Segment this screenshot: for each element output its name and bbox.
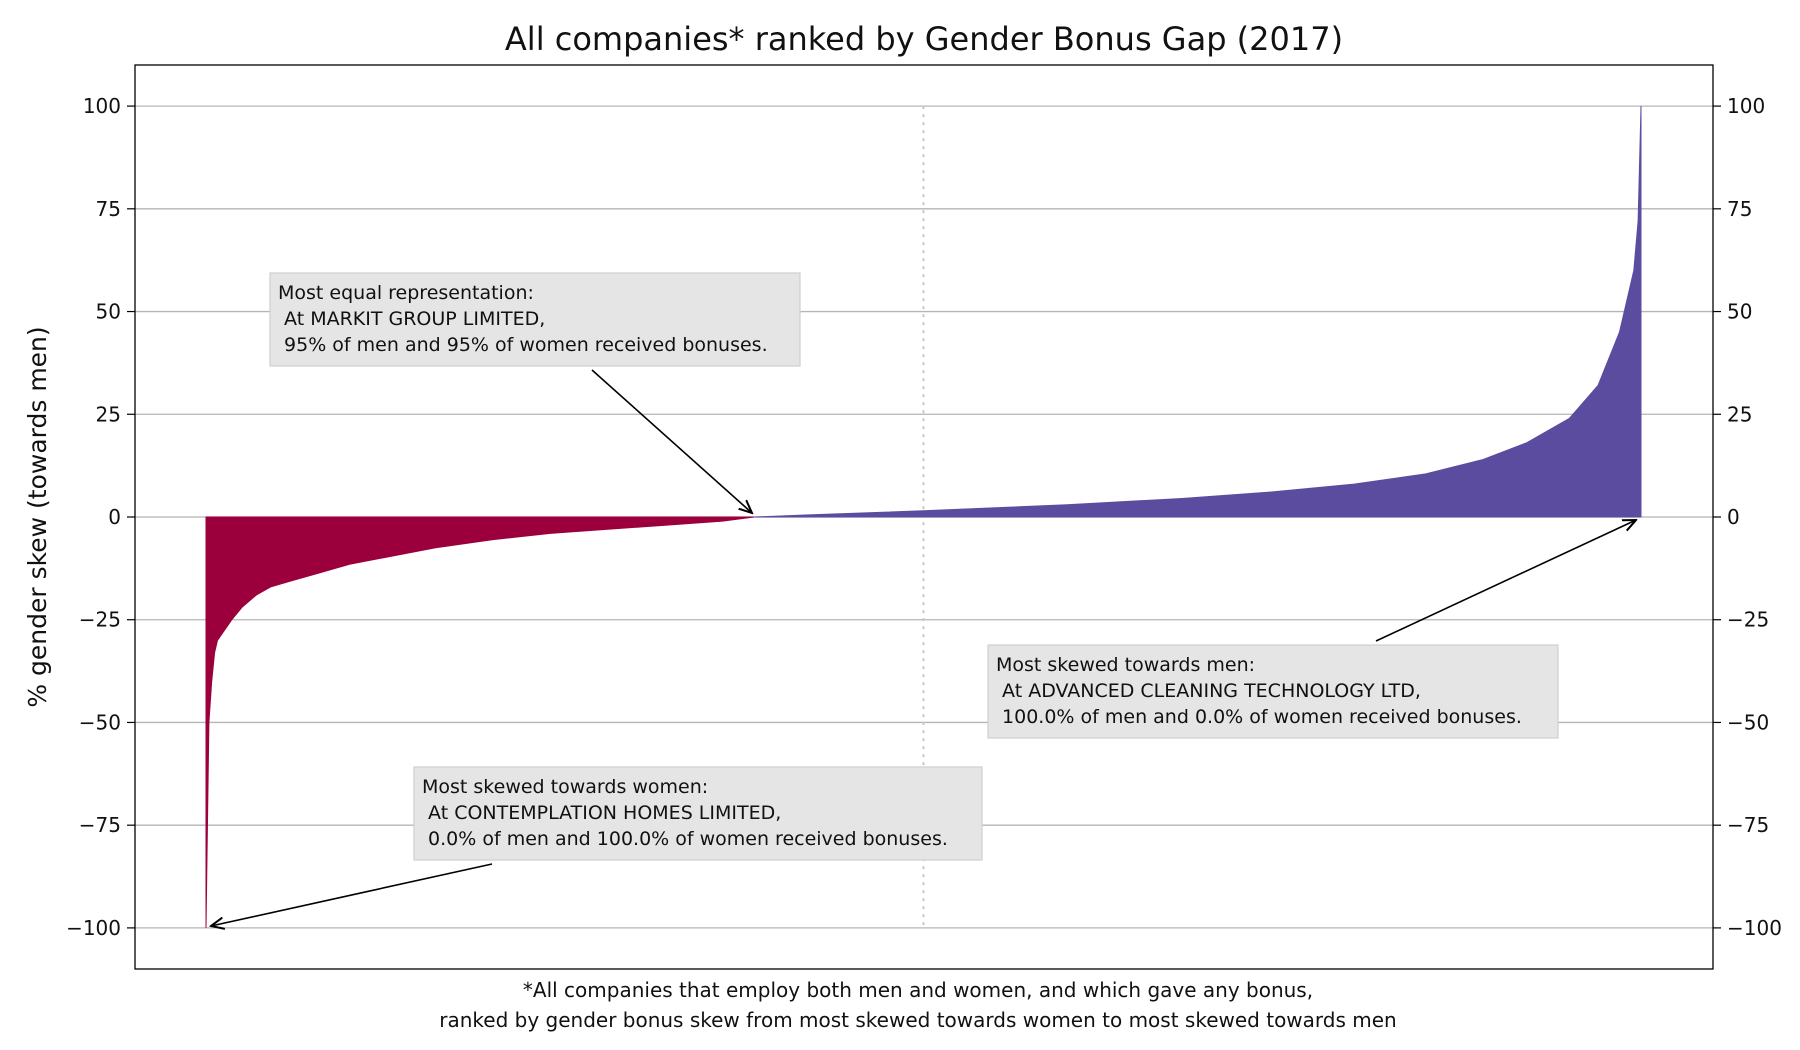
y-tick-label: −100	[1727, 916, 1782, 940]
y-axis-right: 100 75 50 25 0 −25 −50 −75 −100	[1713, 94, 1782, 940]
annotation-arrow	[1375, 520, 1636, 642]
y-tick-label: 0	[108, 505, 121, 529]
annotation-line: 0.0% of men and 100.0% of women received…	[422, 828, 948, 850]
y-tick-label: −25	[1727, 608, 1769, 632]
annotation-line: At CONTEMPLATION HOMES LIMITED,	[422, 802, 781, 824]
y-tick-label: 0	[1727, 505, 1740, 529]
annotation-most-equal: Most equal representation: At MARKIT GRO…	[269, 272, 801, 513]
y-tick-label: 25	[96, 402, 121, 426]
annotation-line: Most equal representation:	[278, 282, 534, 304]
annotations: Most equal representation: At MARKIT GRO…	[211, 272, 1636, 926]
y-tick-label: 100	[83, 94, 121, 118]
annotation-line: Most skewed towards men:	[996, 654, 1255, 676]
annotation-box	[987, 644, 1559, 739]
annotation-box	[269, 272, 801, 367]
y-tick-label: −50	[1727, 710, 1769, 734]
y-tick-label: −100	[66, 916, 121, 940]
area-women	[205, 516, 755, 928]
y-tick-label: 50	[1727, 300, 1752, 324]
caption-line-2: ranked by gender bonus skew from most sk…	[439, 1008, 1396, 1032]
y-tick-label: −25	[79, 608, 121, 632]
y-tick-label: 75	[1727, 197, 1752, 221]
y-axis-label: % gender skew (towards men)	[23, 326, 52, 707]
annotation-arrow	[591, 369, 752, 513]
y-axis-left: 100 75 50 25 0 −25 −50 −75 −100	[66, 94, 135, 940]
annotation-box	[413, 766, 983, 861]
data-areas	[205, 106, 1642, 928]
annotation-most-men: Most skewed towards men: At ADVANCED CLE…	[987, 520, 1636, 739]
annotation-most-women: Most skewed towards women: At CONTEMPLAT…	[211, 766, 983, 926]
annotation-arrow	[211, 863, 493, 926]
y-tick-label: −50	[79, 710, 121, 734]
annotation-line: At MARKIT GROUP LIMITED,	[278, 308, 545, 330]
y-tick-label: 75	[96, 197, 121, 221]
annotation-line: At ADVANCED CLEANING TECHNOLOGY LTD,	[996, 680, 1421, 702]
annotation-line: 100.0% of men and 0.0% of women received…	[996, 706, 1522, 728]
y-tick-label: −75	[1727, 813, 1769, 837]
y-tick-label: 100	[1727, 94, 1765, 118]
y-tick-label: −75	[79, 813, 121, 837]
chart-title: All companies* ranked by Gender Bonus Ga…	[505, 20, 1343, 58]
annotation-line: Most skewed towards women:	[422, 776, 708, 798]
annotation-line: 95% of men and 95% of women received bon…	[278, 334, 768, 356]
area-men	[754, 106, 1642, 518]
caption-line-1: *All companies that employ both men and …	[523, 978, 1313, 1002]
y-tick-label: 25	[1727, 402, 1752, 426]
y-tick-label: 50	[96, 300, 121, 324]
